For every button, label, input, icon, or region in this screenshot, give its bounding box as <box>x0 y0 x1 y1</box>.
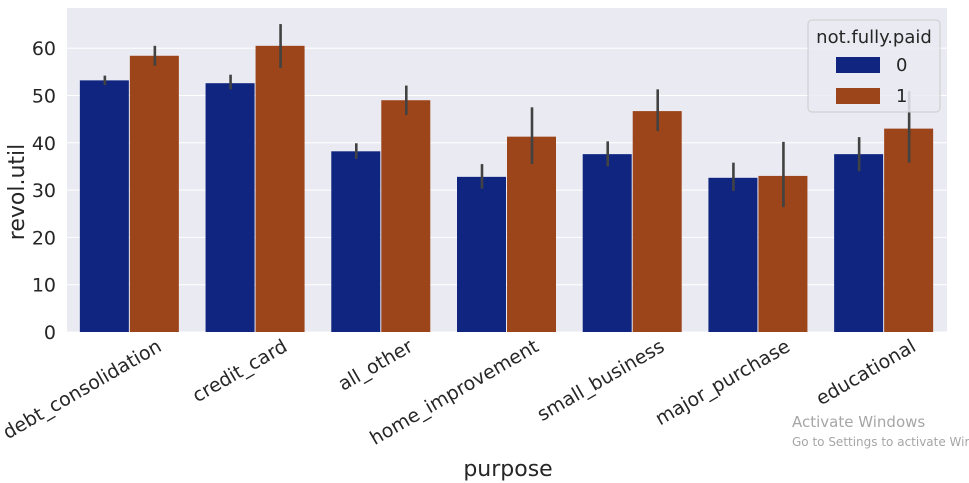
y-axis-label: revol.util <box>5 144 30 240</box>
bar-small_business-0 <box>582 154 632 332</box>
y-tick-label: 40 <box>32 133 56 155</box>
x-axis-label: purpose <box>463 457 552 482</box>
legend: not.fully.paid 0 1 <box>807 19 941 113</box>
legend-title: not.fully.paid <box>816 27 932 48</box>
bar-debt_consolidation-1 <box>129 55 179 332</box>
bar-debt_consolidation-0 <box>79 80 129 332</box>
x-tick-labels: debt_consolidation credit_card all_otherho… <box>0 335 920 450</box>
x-tick-label: debt_consolidation <box>0 335 165 444</box>
bar-all_other-0 <box>331 151 381 332</box>
x-tick-label: major_purchase <box>652 335 794 430</box>
bar-small_business-1 <box>632 111 682 332</box>
bar-credit_card-0 <box>205 83 255 333</box>
x-tick-label: educational <box>812 335 919 410</box>
legend-swatch-0 <box>836 57 880 73</box>
y-tick-label: 60 <box>32 38 56 60</box>
bar-credit_card-1 <box>255 45 305 333</box>
bar-major_purchase-0 <box>708 177 758 332</box>
bars <box>79 45 934 333</box>
bar-all_other-1 <box>381 100 431 332</box>
legend-label-0: 0 <box>896 55 907 76</box>
activate-windows-title: Activate Windows <box>792 413 926 431</box>
y-tick-label: 10 <box>32 275 56 297</box>
bar-home_improvement-1 <box>507 136 556 332</box>
y-tick-label: 20 <box>32 227 56 249</box>
y-tick-label: 30 <box>32 180 56 202</box>
x-tick-label: small_business <box>533 335 668 426</box>
x-tick-label: all_other <box>334 335 416 395</box>
legend-swatch-1 <box>836 88 880 104</box>
y-tick-labels: 0 10 20 30 40 50 60 <box>32 38 56 344</box>
y-tick-label: 0 <box>44 322 56 344</box>
activate-windows-subtitle: Go to Settings to activate Wir <box>792 435 969 449</box>
error-bars <box>103 24 911 208</box>
legend-label-1: 1 <box>896 86 907 107</box>
bar-home_improvement-0 <box>457 176 506 332</box>
y-tick-label: 50 <box>32 86 56 108</box>
bar-educational-0 <box>834 154 884 332</box>
x-tick-label: credit_card <box>189 335 291 407</box>
